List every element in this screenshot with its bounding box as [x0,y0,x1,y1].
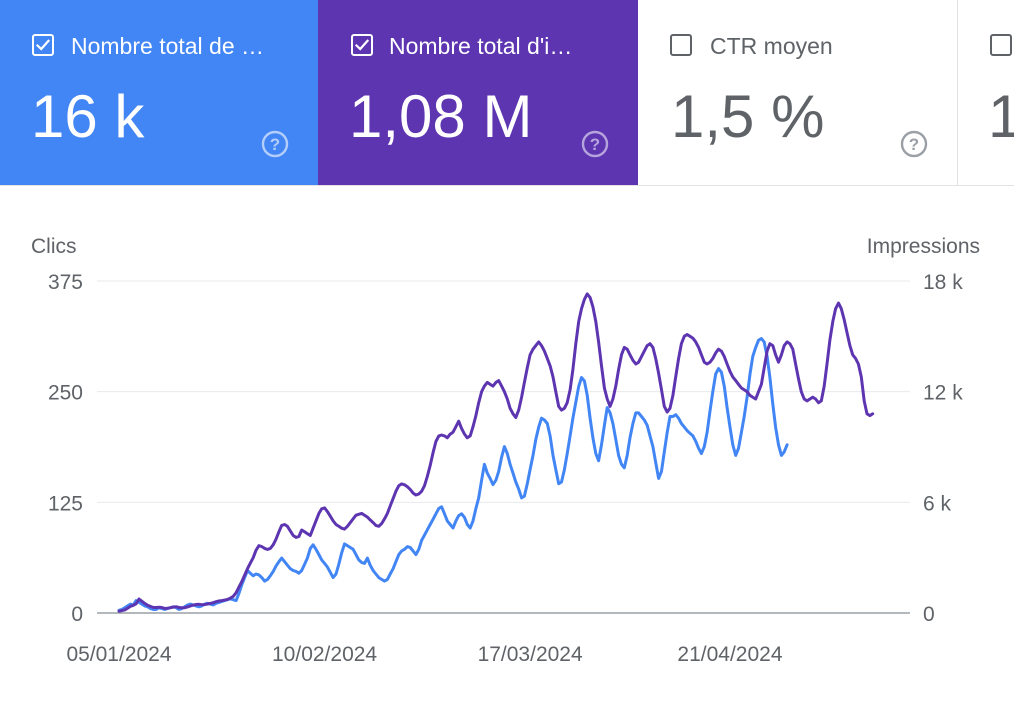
card-label: Nombre total de … [71,33,265,59]
x-tick-label: 17/03/2024 [478,643,583,666]
checkbox-unchecked-icon[interactable] [990,34,1012,56]
card-value: 1 [988,83,1014,150]
card-label: CTR moyen [710,33,833,59]
help-icon[interactable]: ? [261,130,289,158]
x-tick-label: 21/04/2024 [677,643,782,666]
right-tick-label: 12 k [923,382,963,405]
left-tick-label: 250 [48,382,83,405]
right-tick-label: 6 k [923,492,952,515]
left-tick-label: 125 [48,492,83,515]
x-tick-label: 05/01/2024 [66,643,171,666]
impressions-series-line[interactable] [117,292,875,613]
right-tick-label: 0 [923,603,935,626]
svg-text:?: ? [909,135,919,154]
performance-chart: Clics Impressions 0 125 250 375 0 6 k 12 k 18 k… [0,186,1014,714]
card-value: 1,5 % [671,83,825,150]
checkbox-unchecked-icon[interactable] [670,34,692,56]
card-value: 1,08 M [349,83,533,150]
card-value: 16 k [31,83,145,150]
clicks-series-line[interactable] [117,337,789,612]
checkbox-checked-icon[interactable] [32,34,54,56]
card-average-ctr[interactable]: CTR moyen 1,5 % ? [638,0,958,185]
help-icon[interactable]: ? [900,130,928,158]
line-chart-svg: 0 125 250 375 0 6 k 12 k 18 k 05/01/2024 10/02/20… [48,271,963,666]
checkbox-checked-icon[interactable] [351,34,373,56]
metric-cards: Nombre total de … 16 k ? Nombre total d'… [0,0,1014,186]
right-axis-title: Impressions [866,235,980,258]
x-tick-label: 10/02/2024 [272,643,377,666]
svg-text:?: ? [270,135,280,154]
left-tick-label: 0 [71,603,83,626]
left-axis-title: Clics [31,235,77,258]
card-total-impressions[interactable]: Nombre total d'i… 1,08 M ? [318,0,638,185]
svg-text:?: ? [590,135,600,154]
left-tick-label: 375 [48,271,83,294]
help-icon[interactable]: ? [581,130,609,158]
card-label: Nombre total d'i… [389,33,573,59]
card-average-position[interactable]: 1 [958,0,1014,185]
card-total-clicks[interactable]: Nombre total de … 16 k ? [0,0,318,185]
right-tick-label: 18 k [923,271,963,294]
